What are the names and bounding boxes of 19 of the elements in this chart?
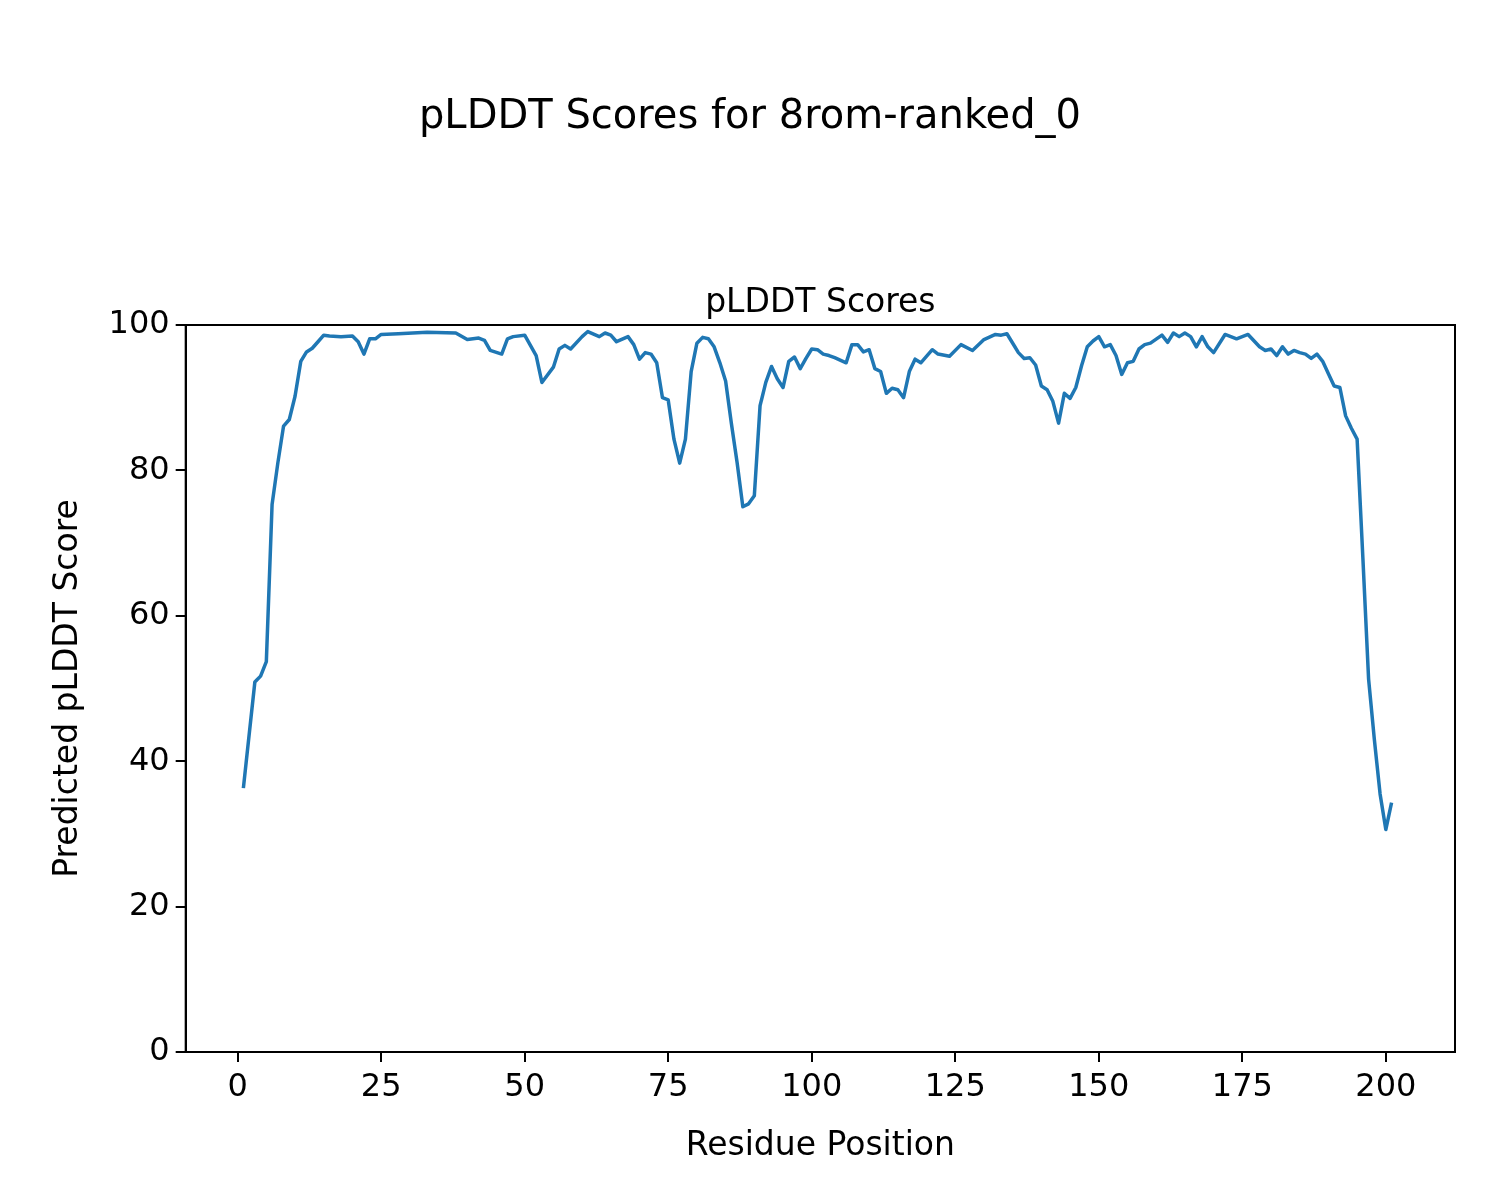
chart-subtitle: pLDDT Scores [705,280,936,320]
x-tick-label: 0 [227,1065,248,1104]
y-tick-label: 20 [128,884,170,923]
x-tick-label: 25 [360,1065,402,1104]
y-tick-label: 60 [128,594,170,633]
x-tick-label: 175 [1211,1065,1273,1104]
y-tick-label: 100 [108,303,170,342]
x-tick-label: 50 [504,1065,546,1104]
y-tick-label: 40 [128,739,170,778]
x-tick-label: 125 [924,1065,986,1104]
y-tick-label: 0 [149,1030,170,1069]
x-tick-label: 100 [781,1065,843,1104]
x-tick-label: 75 [647,1065,689,1104]
x-axis-title: Residue Position [685,1123,955,1163]
x-tick-label: 150 [1068,1065,1130,1104]
chart-title: pLDDT Scores for 8rom-ranked_0 [418,91,1082,139]
y-tick-label: 80 [128,448,170,487]
y-axis-title: Predicted pLDDT Score [46,499,86,878]
x-tick-label: 200 [1355,1065,1417,1104]
